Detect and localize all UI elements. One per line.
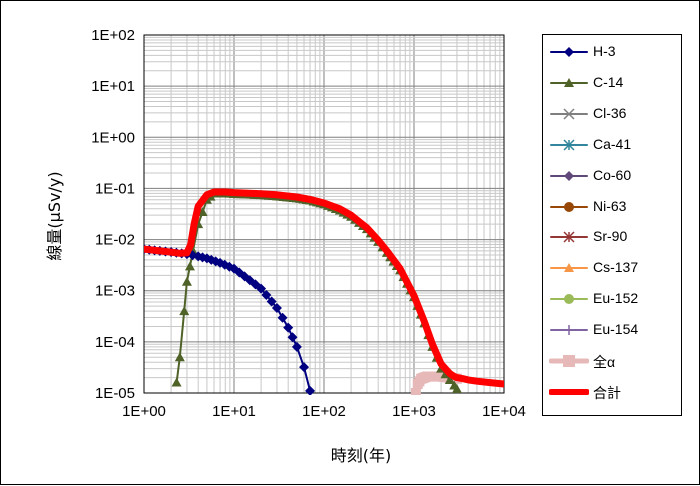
legend-item: Cl-36 xyxy=(543,99,683,129)
series-layer xyxy=(144,188,504,395)
legend-label: Cs-137 xyxy=(593,259,639,276)
chart-legend: H-3 C-14 Cl-36 Ca-41 Co-60 Ni-63 Sr-90 Cs-137 Eu… xyxy=(542,34,682,416)
legend-marker xyxy=(563,231,575,243)
data-point xyxy=(287,332,298,343)
series-line xyxy=(144,188,504,388)
y-tick-label: 1E+01 xyxy=(91,78,135,95)
data-point xyxy=(283,322,294,333)
y-tick-label: 1E+02 xyxy=(91,27,135,44)
legend-swatch xyxy=(550,325,588,336)
x-tick-label: 1E+03 xyxy=(392,403,436,420)
legend-item: Eu-154 xyxy=(543,315,683,345)
y-axis-label: 線量(μSv/y) xyxy=(45,171,64,261)
legend-label: H-3 xyxy=(593,43,616,59)
y-tick-label: 1E-03 xyxy=(95,283,135,300)
data-point xyxy=(261,290,272,301)
x-axis-label: 時刻(年) xyxy=(330,446,392,465)
data-point xyxy=(444,374,455,384)
legend-marker xyxy=(564,77,574,87)
data-point xyxy=(174,352,185,362)
x-tick-label: 1E+02 xyxy=(302,403,346,420)
legend-label: Eu-154 xyxy=(593,321,639,338)
data-point xyxy=(451,383,462,393)
legend-label: Sr-90 xyxy=(593,228,628,245)
y-tick-label: 1E-01 xyxy=(95,180,135,197)
x-tick-label: 1E+04 xyxy=(482,403,526,420)
legend-marker xyxy=(564,263,574,273)
legend-marker xyxy=(564,325,574,336)
legend-item: Eu-152 xyxy=(543,284,683,314)
legend-swatch xyxy=(550,170,588,181)
legend-label: Eu-152 xyxy=(593,290,639,307)
legend-marker xyxy=(564,201,574,212)
x-tick-label: 1E+01 xyxy=(212,403,256,420)
data-point xyxy=(291,341,302,352)
legend-marker xyxy=(564,47,574,57)
series-合計 xyxy=(144,188,504,388)
legend-swatch xyxy=(549,388,589,395)
legend-item: 合計 xyxy=(543,377,683,407)
legend-item: C-14 xyxy=(543,68,683,98)
legend-marker xyxy=(564,170,574,181)
legend-marker xyxy=(563,139,575,151)
data-point xyxy=(181,276,192,286)
legend-swatch xyxy=(550,139,588,151)
y-tick-label: 1E-02 xyxy=(95,232,135,249)
data-point xyxy=(271,302,282,313)
data-point xyxy=(179,306,190,316)
legend-swatch xyxy=(550,263,588,273)
legend-swatch xyxy=(550,294,588,305)
legend-marker xyxy=(563,355,575,367)
legend-item: 全α xyxy=(543,346,683,376)
data-point xyxy=(171,377,182,387)
y-tick-label: 1E+00 xyxy=(91,129,135,146)
legend-item: Sr-90 xyxy=(543,222,683,252)
legend-item: Ca-41 xyxy=(543,130,683,160)
legend-swatch xyxy=(550,201,588,212)
legend-item: Co-60 xyxy=(543,161,683,191)
data-point xyxy=(277,312,288,323)
legend-item: Cs-137 xyxy=(543,253,683,283)
legend-item: H-3 xyxy=(543,37,683,67)
legend-label: Ni-63 xyxy=(593,197,627,214)
legend-swatch xyxy=(550,231,588,243)
legend-swatch xyxy=(550,47,588,57)
x-gridlines xyxy=(143,35,501,393)
legend-label: Cl-36 xyxy=(593,104,627,121)
legend-swatch xyxy=(550,77,588,87)
legend-label: Co-60 xyxy=(593,166,632,183)
data-point xyxy=(299,362,310,373)
legend-label: C-14 xyxy=(593,73,624,90)
data-point xyxy=(410,388,421,395)
y-tick-label: 1E-04 xyxy=(95,334,135,351)
data-point xyxy=(305,385,316,395)
legend-label: 合計 xyxy=(593,384,621,401)
y-tick-label: 1E-05 xyxy=(95,385,135,402)
data-point xyxy=(184,261,195,271)
legend-marker xyxy=(564,294,574,305)
legend-swatch xyxy=(549,355,589,367)
data-point xyxy=(256,283,267,294)
legend-label: 全α xyxy=(593,354,616,370)
legend-marker xyxy=(563,108,575,120)
legend-label: Ca-41 xyxy=(593,135,632,152)
data-point xyxy=(266,296,277,307)
legend-item: Ni-63 xyxy=(543,192,683,222)
plot-border xyxy=(143,34,505,394)
legend-swatch xyxy=(550,108,588,120)
x-tick-label: 1E+00 xyxy=(122,403,166,420)
